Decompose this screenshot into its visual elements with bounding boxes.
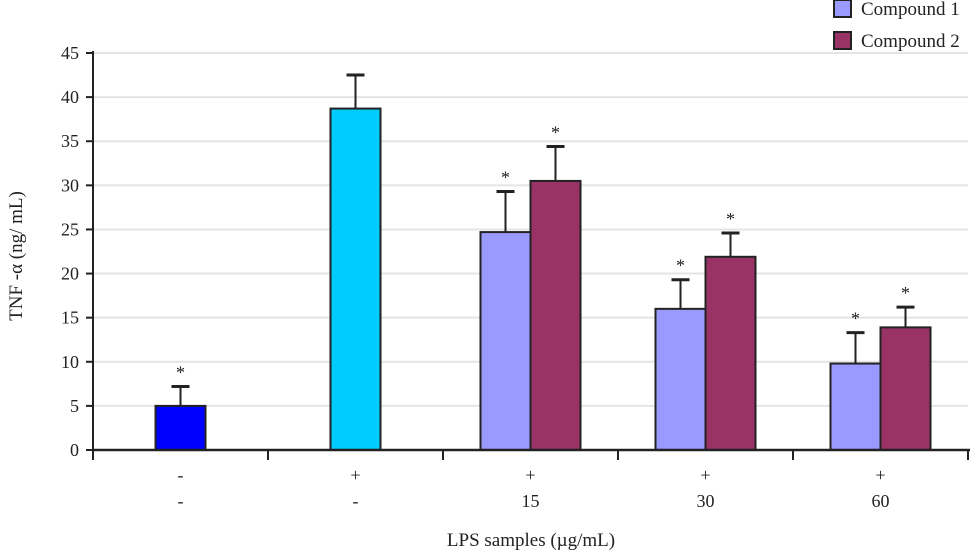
y-tick-label: 5 xyxy=(70,396,79,416)
significance-asterisk: * xyxy=(851,309,860,329)
significance-asterisk: * xyxy=(501,168,510,188)
legend-swatch xyxy=(833,31,852,50)
x-label-lps: - xyxy=(178,465,184,485)
y-tick-label: 0 xyxy=(70,440,79,460)
series-1-bar xyxy=(829,362,882,452)
bars: * * * * * * * xyxy=(154,73,932,452)
series-1-bar xyxy=(479,231,532,451)
significance-asterisk: * xyxy=(551,123,560,143)
y-tick-label: 25 xyxy=(61,219,79,239)
y-tick-label: 10 xyxy=(61,352,79,372)
x-label-concentration: - xyxy=(178,491,184,511)
significance-asterisk: * xyxy=(901,283,910,303)
x-label-lps: + xyxy=(700,465,710,485)
legend: Compound 1 Compound 2 xyxy=(833,0,960,52)
y-tick-label: 40 xyxy=(61,87,79,107)
y-tick-label: 20 xyxy=(61,264,79,284)
x-label-concentration: - xyxy=(353,491,359,511)
y-tick-label: 35 xyxy=(61,131,79,151)
series-2-bar xyxy=(879,326,932,452)
x-axis-label: LPS samples (µg/mL) xyxy=(447,530,615,551)
legend-swatch xyxy=(833,0,852,18)
y-tick-label: 15 xyxy=(61,308,79,328)
x-label-concentration: 15 xyxy=(522,491,540,511)
x-label-concentration: 60 xyxy=(872,491,890,511)
axes: 0 5 10 15 20 25 30 35 40 45 - - + - +15 +30 +60 xyxy=(61,43,970,511)
x-label-lps: + xyxy=(525,465,535,485)
series-2-bar xyxy=(704,255,757,451)
control-0-bar xyxy=(154,404,207,451)
y-tick-label: 45 xyxy=(61,43,79,63)
significance-asterisk: * xyxy=(176,362,185,382)
series-1-bar xyxy=(654,307,707,451)
series-2-bar xyxy=(529,179,582,452)
y-axis-label: TNF -α (ng/ mL) xyxy=(6,191,27,321)
legend-label: Compound 2 xyxy=(861,31,960,52)
y-tick-label: 30 xyxy=(61,175,79,195)
legend-label: Compound 1 xyxy=(861,0,960,20)
significance-asterisk: * xyxy=(726,209,735,229)
x-label-lps: + xyxy=(875,465,885,485)
x-label-concentration: 30 xyxy=(697,491,715,511)
control-1-bar xyxy=(329,107,382,452)
x-label-lps: + xyxy=(350,465,360,485)
significance-asterisk: * xyxy=(676,256,685,276)
